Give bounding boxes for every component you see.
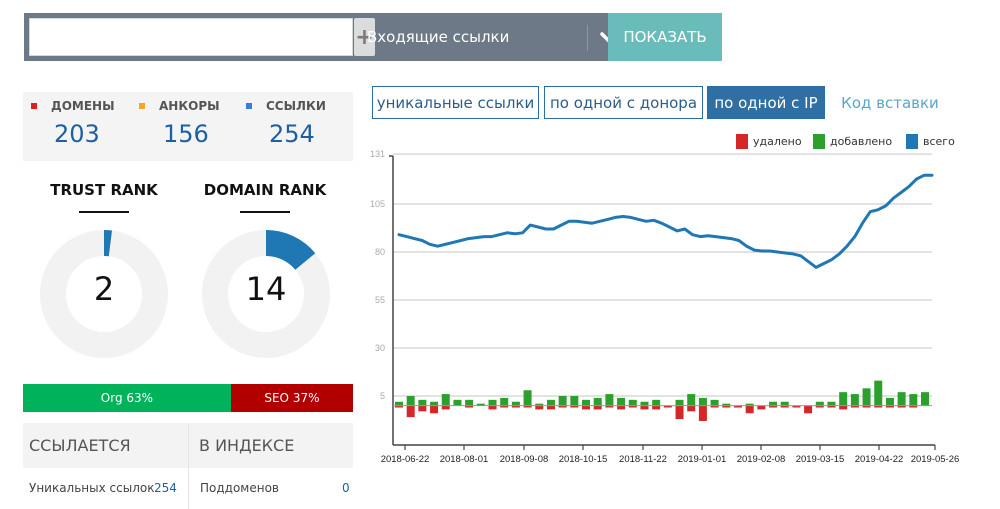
search-bar: + Входящие ссылки ПОКАЗАТЬ (24, 13, 722, 61)
trust-rank-donut (40, 230, 168, 358)
svg-text:2019-02-08: 2019-02-08 (737, 454, 786, 465)
total-line (397, 173, 934, 269)
rank-arc (104, 230, 113, 257)
indexed-header: В ИНДЕКСЕ (189, 423, 353, 468)
linking-header: ССЫЛАЕТСЯ (23, 423, 188, 468)
svg-text:105: 105 (370, 199, 385, 209)
org-seo-bar: Org 63% SEO 37% (23, 384, 353, 412)
stat-label: ДОМЕНЫ (51, 99, 115, 113)
legend-label: удалено (753, 135, 802, 148)
domain-rank-title: DOMAIN RANK (203, 181, 327, 199)
unique-links-row: Уникальных ссылок (29, 481, 154, 495)
legend-deleted[interactable]: удалено (736, 134, 802, 149)
blue-swatch-icon (906, 134, 918, 149)
add-button[interactable]: + (354, 18, 375, 56)
stat-value: 203 (54, 120, 100, 148)
svg-text:55: 55 (375, 295, 385, 305)
tab-one-per-ip[interactable]: по одной с IP (707, 86, 825, 119)
subdomains-value[interactable]: 0 (342, 481, 350, 495)
legend-total[interactable]: всего (906, 134, 955, 149)
show-button[interactable]: ПОКАЗАТЬ (608, 13, 722, 61)
tab-one-per-donor[interactable]: по одной с донора (544, 86, 703, 119)
stat-value: 156 (163, 120, 209, 148)
subdomains-row: Поддоменов (200, 481, 279, 495)
svg-text:30: 30 (375, 343, 385, 353)
svg-text:2018-08-01: 2018-08-01 (440, 454, 489, 465)
orange-square-icon (139, 103, 145, 109)
red-swatch-icon (736, 134, 748, 149)
blue-square-icon (246, 103, 252, 109)
legend-label: всего (923, 135, 955, 148)
row-value[interactable]: 254 (154, 481, 177, 495)
divider (240, 211, 290, 213)
row-label: Уникальных ссылок (29, 481, 155, 495)
domain-input[interactable] (29, 18, 353, 56)
rank-arc (266, 230, 316, 270)
plus-icon: + (355, 24, 374, 50)
legend-added[interactable]: добавлено (813, 134, 892, 149)
svg-text:2018-09-08: 2018-09-08 (500, 454, 549, 465)
divider (188, 423, 189, 509)
row-label: Поддоменов (200, 481, 279, 495)
divider (587, 25, 588, 51)
stat-value: 254 (269, 120, 315, 148)
svg-text:2019-05-26: 2019-05-26 (911, 454, 960, 465)
svg-text:2019-03-15: 2019-03-15 (796, 454, 845, 465)
stat-label: ССЫЛКИ (266, 99, 326, 113)
stat-label: АНКОРЫ (159, 99, 220, 113)
summary-table: ССЫЛАЕТСЯ В ИНДЕКСЕ Уникальных ссылок 25… (23, 423, 353, 509)
unique-links-value[interactable]: 254 (154, 481, 177, 495)
svg-text:2018-10-15: 2018-10-15 (559, 454, 608, 465)
svg-text:2019-01-01: 2019-01-01 (678, 454, 727, 465)
tab-unique-links[interactable]: уникальные ссылки (372, 86, 539, 119)
seo-segment: SEO 37% (230, 384, 353, 412)
red-square-icon (31, 103, 37, 109)
divider (79, 211, 129, 213)
domain-rank-value: 14 (245, 270, 287, 308)
trust-rank-value: 2 (93, 270, 115, 308)
svg-text:5: 5 (380, 391, 385, 401)
svg-text:2018-06-22: 2018-06-22 (381, 454, 430, 465)
mode-select-label[interactable]: Входящие ссылки (367, 28, 510, 46)
row-value[interactable]: 0 (342, 481, 350, 495)
domain-rank-donut (202, 230, 330, 358)
svg-text:2018-11-22: 2018-11-22 (619, 454, 667, 465)
svg-text:131: 131 (370, 149, 385, 159)
links-chart: 5 30 55 80 105 131 2018-06-22 2018-08-01 2018-09… (370, 149, 960, 465)
stats-panel: ДОМЕНЫ 203 АНКОРЫ 156 ССЫЛКИ 254 (23, 92, 353, 161)
org-segment: Org 63% (23, 384, 231, 412)
svg-text:80: 80 (375, 247, 385, 257)
green-swatch-icon (813, 134, 825, 149)
legend-label: добавлено (830, 135, 893, 148)
trust-rank-title: TRUST RANK (50, 181, 158, 199)
svg-text:2019-04-22: 2019-04-22 (855, 454, 904, 465)
embed-code-link[interactable]: Код вставки (841, 93, 939, 112)
